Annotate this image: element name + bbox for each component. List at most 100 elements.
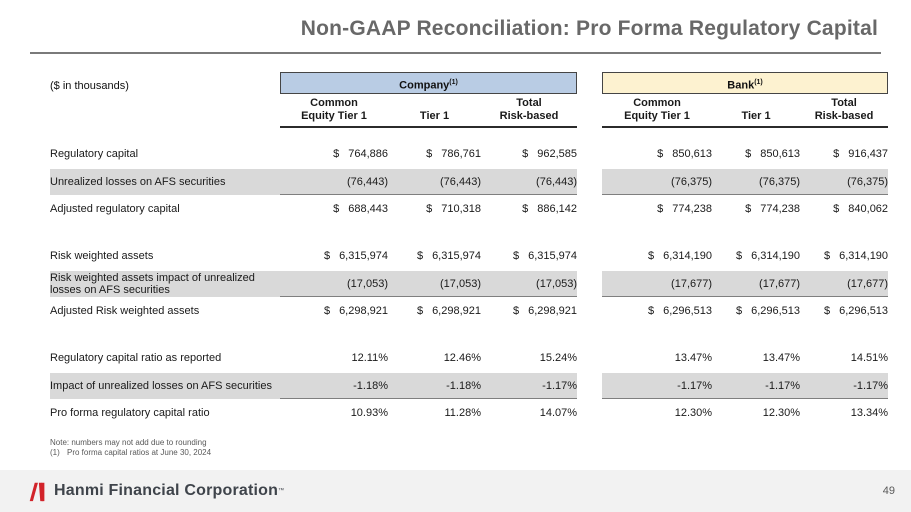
value-cell: 13.47%	[712, 347, 800, 373]
footnote-text: Pro forma capital ratios at June 30, 202…	[67, 448, 212, 457]
cell-value: (76,443)	[440, 175, 481, 188]
table-row: Unrealized losses on AFS securities (76,…	[50, 169, 889, 195]
cell-value: 6,315,974	[432, 250, 481, 262]
value-cell: $6,315,974	[388, 245, 481, 271]
cell-value: 6,315,974	[339, 250, 388, 262]
cell-value: 12.30%	[762, 407, 801, 419]
footnotes: Note: numbers may not add due to roundin…	[50, 438, 211, 458]
footnote-marker: (1)	[50, 448, 60, 457]
cell-value: 774,238	[760, 203, 801, 215]
title-divider	[30, 52, 881, 54]
value-cell: $850,613	[712, 143, 800, 169]
currency-symbol: $	[823, 250, 831, 262]
cell-value: 6,296,513	[663, 305, 713, 317]
cell-value: (17,677)	[759, 277, 801, 290]
value-cell: 15.24%	[481, 347, 577, 373]
column-header-company-tier1: Tier 1	[388, 94, 481, 128]
value-cell: -1.17%	[602, 373, 713, 399]
value-cell: -1.17%	[712, 373, 801, 399]
cell-value: 962,585	[537, 148, 578, 160]
cell-value: (76,375)	[759, 175, 801, 188]
value-cell: 14.51%	[800, 347, 888, 373]
value-cell: $6,314,190	[602, 245, 712, 271]
value-cell: (17,053)	[280, 271, 388, 297]
row-label: Adjusted Risk weighted assets	[50, 304, 200, 317]
currency-symbol: $	[735, 305, 743, 317]
currency-symbol: $	[512, 250, 520, 262]
company-group-header: Company(1)	[280, 71, 578, 94]
currency-symbol: $	[333, 203, 340, 215]
cell-value: 13.47%	[674, 352, 713, 364]
cell-value: 6,298,921	[339, 305, 388, 317]
value-cell: 11.28%	[388, 399, 482, 428]
hanmi-logo-icon	[29, 482, 45, 502]
page-title: Non-GAAP Reconciliation: Pro Forma Regul…	[300, 17, 878, 40]
value-cell: $774,238	[602, 195, 712, 224]
cell-value: 774,238	[672, 203, 713, 215]
cell-value: 12.46%	[443, 352, 481, 364]
cell-value: -1.17%	[765, 379, 801, 392]
value-cell: (17,053)	[481, 271, 578, 297]
cell-value: (17,053)	[536, 277, 578, 290]
bank-footnote-ref: (1)	[754, 78, 763, 86]
cell-value: 850,613	[760, 148, 801, 160]
value-cell: $710,318	[388, 195, 481, 224]
currency-symbol: $	[657, 203, 664, 215]
cell-value: 6,314,190	[751, 250, 801, 262]
currency-symbol: $	[323, 250, 331, 262]
footer-bar: Hanmi Financial Corporation ™ 49	[0, 470, 911, 512]
currency-symbol: $	[647, 305, 655, 317]
value-cell: 13.34%	[800, 399, 888, 428]
value-cell: (76,443)	[388, 169, 481, 195]
currency-symbol: $	[657, 148, 664, 160]
cell-value: (17,053)	[347, 277, 388, 290]
cell-value: 14.07%	[539, 407, 578, 419]
value-cell: (17,677)	[800, 271, 889, 297]
value-cell: 13.47%	[602, 347, 712, 373]
currency-symbol: $	[823, 305, 831, 317]
hanmi-logo: Hanmi Financial Corporation ™	[28, 480, 284, 502]
bank-group-label: Bank	[727, 79, 755, 92]
cell-value: 15.24%	[539, 352, 578, 364]
value-cell: $6,298,921	[481, 297, 577, 326]
cell-value: (76,375)	[847, 175, 889, 188]
value-cell: $6,298,921	[388, 297, 481, 326]
table-row: Risk weighted assets impact of unrealize…	[50, 271, 889, 297]
currency-symbol: $	[735, 250, 743, 262]
cell-value: (17,053)	[440, 277, 481, 290]
value-cell: -1.18%	[388, 373, 481, 399]
value-cell: -1.18%	[280, 373, 388, 399]
value-cell: (17,053)	[388, 271, 481, 297]
value-cell: (76,375)	[602, 169, 713, 195]
currency-symbol: $	[323, 305, 331, 317]
currency-symbol: $	[745, 203, 752, 215]
column-header-company-total-risk-based: Total Risk-based	[481, 94, 578, 128]
column-header-row: Common Equity Tier 1 Tier 1 Total Risk-bas…	[50, 94, 889, 128]
currency-symbol: $	[647, 250, 655, 262]
cell-value: (76,375)	[671, 175, 713, 188]
cell-value: 764,886	[348, 148, 388, 160]
cell-value: 14.51%	[850, 352, 889, 364]
row-label: Pro forma regulatory capital ratio	[50, 406, 210, 419]
value-cell: $6,296,513	[800, 297, 888, 326]
reconciliation-table: Company(1) Bank(1) Common Equity Tier 1 T…	[50, 71, 889, 428]
currency-symbol: $	[333, 148, 340, 160]
row-label: Unrealized losses on AFS securities	[50, 175, 226, 188]
cell-value: 12.30%	[674, 407, 713, 419]
cell-value: 11.28%	[444, 407, 482, 419]
cell-value: (76,443)	[347, 175, 388, 188]
cell-value: 6,298,921	[432, 305, 481, 317]
cell-value: (17,677)	[847, 277, 889, 290]
cell-value: 6,296,513	[839, 305, 889, 317]
value-cell: $6,314,190	[800, 245, 888, 271]
cell-value: -1.18%	[353, 379, 388, 392]
value-cell: $786,761	[388, 143, 481, 169]
cell-value: 886,142	[537, 203, 578, 215]
cell-value: 840,062	[848, 203, 889, 215]
table-row: Regulatory capital $764,886 $786,761 $96…	[50, 143, 888, 169]
value-cell: (17,677)	[602, 271, 713, 297]
currency-symbol: $	[745, 148, 752, 160]
value-cell: $916,437	[800, 143, 888, 169]
company-footnote-ref: (1)	[449, 78, 458, 86]
